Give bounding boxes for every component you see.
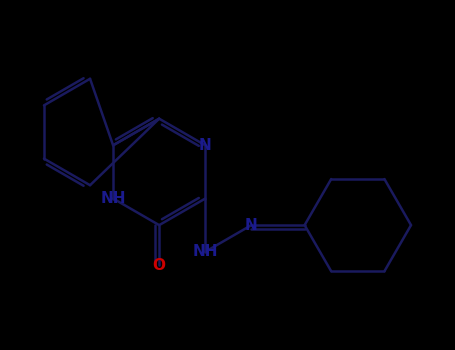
Text: N: N [245,218,258,233]
Text: N: N [199,138,212,153]
Text: O: O [153,258,166,273]
Text: NH: NH [101,191,126,206]
Text: NH: NH [192,244,218,259]
